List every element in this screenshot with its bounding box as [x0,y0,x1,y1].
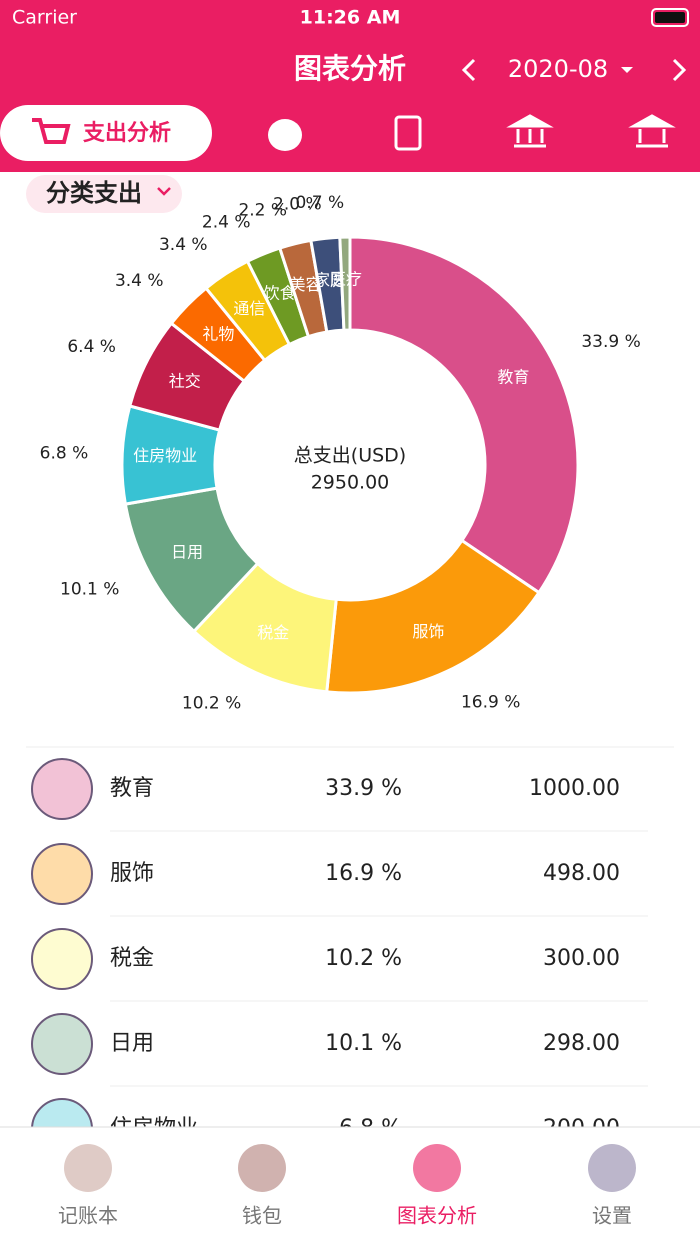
center-value: 2950.00 [311,472,390,494]
row-percent: 10.1 % [325,1031,402,1056]
slice-label: 饮食 [264,283,296,302]
tabbar-bg [0,1127,700,1244]
cart-icon [32,118,71,144]
tab-icon[interactable] [413,1144,461,1192]
slice-value: 2.0 % [273,195,322,215]
slice [348,235,580,595]
slice-label: 礼物 [202,325,234,344]
row-name: 服饰 [110,861,154,886]
row-amount: 300.00 [543,946,620,971]
row-amount: 298.00 [543,1031,620,1056]
row-name: 教育 [110,776,154,801]
tab-label[interactable]: 图表分析 [397,1204,477,1228]
date-picker[interactable]: 2020-08 [508,55,608,83]
slice-label: 医疗 [330,270,362,289]
row-icon [31,1013,93,1075]
slice-value: 16.9 % [461,692,520,712]
battery-level [655,12,685,23]
row-percent: 33.9 % [325,776,402,801]
carrier: Carrier [12,7,77,29]
inner-ring [215,330,485,600]
row-name: 税金 [110,946,154,971]
filter-caret [157,187,171,196]
slice-label: 日用 [171,542,203,561]
list: 教育 33.9 % 1000.00 服饰 16.9 % 498.00 税金 10.2 % 300… [31,758,648,1172]
filter-pill[interactable] [26,175,182,213]
tab-bank2[interactable] [628,114,676,148]
center-label: 总支出(USD) [294,445,406,467]
row-name: 日用 [110,1031,154,1056]
tab-icon[interactable] [64,1144,112,1192]
slice-value: 6.8 % [40,443,89,463]
tab-list[interactable] [394,115,422,151]
battery [651,8,689,27]
slice-label: 住房物业 [133,446,197,465]
row-amount: 498.00 [543,861,620,886]
slice-label: 社交 [169,371,201,390]
slice-value: 3.4 % [159,235,208,255]
row-percent: 16.9 % [325,861,402,886]
slice-value: 6.4 % [67,337,116,357]
row-amount: 1000.00 [529,776,620,801]
filter-label: 分类支出 [46,179,142,207]
tab-label: 支出分析 [83,121,171,146]
slice-label: 美容 [290,275,322,294]
tab-income[interactable] [268,119,302,151]
tab-active[interactable] [0,105,212,161]
tab-label[interactable]: 钱包 [242,1204,282,1228]
prev-month[interactable] [461,58,476,82]
slice-value: 2.4 % [202,213,251,233]
donut-chart: 教育 33.9 % 服饰 16.9 % 税金 10.2 % 日用 10.1 % 住房物业 6.8 … [40,193,641,713]
tab-icon[interactable] [238,1144,286,1192]
slice-label: 税金 [257,623,289,642]
slice-label: 通信 [233,299,265,318]
time: 11:26 AM [300,7,401,29]
row-percent: 10.2 % [325,946,402,971]
tab-label[interactable]: 设置 [592,1204,632,1228]
row-icon [31,758,93,820]
tab-icon[interactable] [588,1144,636,1192]
slice-label: 服饰 [412,622,444,641]
tab-label[interactable]: 记账本 [58,1204,118,1228]
slice-label: 教育 [497,368,529,387]
slice-value: 3.4 % [115,271,164,291]
tab-bank[interactable] [506,114,554,148]
next-month[interactable] [672,58,687,82]
row-icon [31,928,93,990]
date-caret [621,67,633,73]
row-icon [31,843,93,905]
slice-value: 33.9 % [581,332,640,352]
slice-label: 家庭 [314,271,346,290]
header-title: 图表分析 [294,52,406,85]
slice-value: 2.2 % [238,201,287,221]
slice-value: 0.7 % [296,193,345,213]
slice-value: 10.1 % [60,579,119,599]
tabbar: 记账本 钱包 图表分析 设置 [58,1144,636,1228]
slice-value: 10.2 % [182,693,241,713]
